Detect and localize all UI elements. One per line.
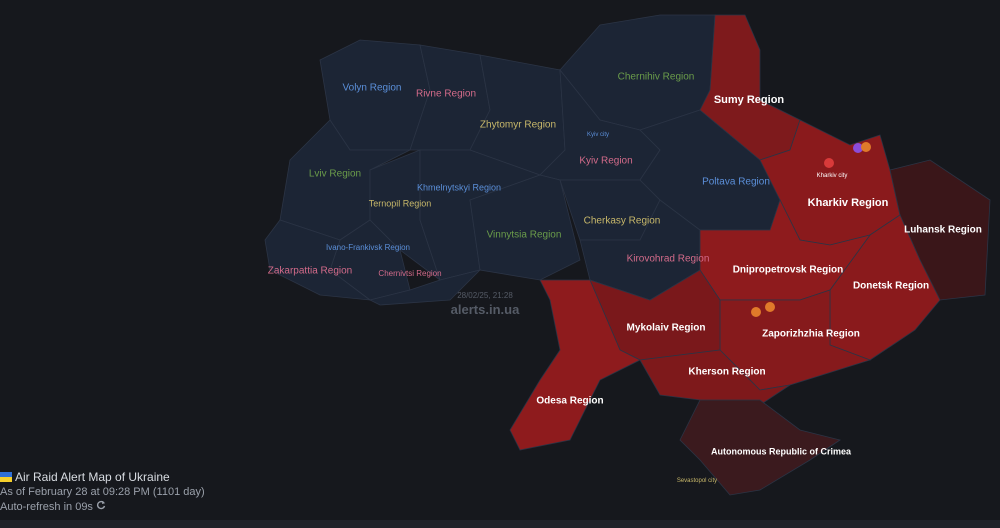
region-label: Chernihiv Region bbox=[618, 72, 695, 83]
as-of: As of February 28 at 09:28 PM (1101 day) bbox=[0, 485, 205, 500]
region-label: Autonomous Republic of Crimea bbox=[711, 446, 852, 456]
refresh[interactable]: Auto-refresh in 09s bbox=[0, 501, 93, 513]
region-label: Volyn Region bbox=[343, 83, 402, 94]
region-label: Zakarpattia Region bbox=[268, 266, 353, 277]
region-label: Odesa Region bbox=[536, 396, 603, 407]
city-label: Kyiv city bbox=[587, 132, 609, 138]
title-row: Air Raid Alert Map of Ukraine bbox=[0, 470, 205, 485]
region bbox=[509, 279, 641, 451]
region-label: Dnipropetrovsk Region bbox=[733, 265, 844, 276]
region-label: Vinnytsia Region bbox=[487, 230, 562, 241]
region bbox=[679, 399, 841, 496]
threat-icon bbox=[824, 158, 834, 168]
region-label: Lviv Region bbox=[309, 169, 361, 180]
region-label: Kherson Region bbox=[688, 367, 765, 378]
bottom-bar bbox=[0, 520, 1000, 528]
watermark: alerts.in.ua bbox=[451, 302, 520, 317]
region bbox=[639, 349, 791, 406]
region-label: Sumy Region bbox=[714, 94, 785, 106]
threat-icon bbox=[751, 307, 761, 317]
region-label: Rivne Region bbox=[416, 89, 476, 100]
region-label: Chernivtsi Region bbox=[378, 269, 441, 278]
region-label: Khmelnytskyi Region bbox=[417, 182, 501, 192]
city-label: Sevastopol city bbox=[677, 478, 717, 484]
title: Air Raid Alert Map of Ukraine bbox=[15, 470, 170, 484]
threat-icon bbox=[853, 143, 863, 153]
city-label: Kharkiv city bbox=[817, 173, 848, 179]
timestamp: 28/02/25, 21:28 bbox=[457, 291, 513, 300]
region-label: Ivano-Frankivsk Region bbox=[326, 243, 410, 252]
region bbox=[264, 219, 372, 301]
region-label: Zaporizhzhia Region bbox=[762, 329, 860, 340]
footer: Air Raid Alert Map of Ukraine As of Febr… bbox=[0, 470, 205, 515]
region-label: Kyiv Region bbox=[579, 156, 632, 167]
region bbox=[368, 269, 482, 306]
region-label: Ternopil Region bbox=[369, 198, 432, 208]
flag bbox=[0, 472, 12, 482]
region-label: Cherkasy Region bbox=[584, 216, 661, 227]
region-label: Zhytomyr Region bbox=[480, 120, 556, 131]
region-label: Mykolaiv Region bbox=[627, 323, 706, 334]
as-of-text: As of February 28 at 09:28 PM bbox=[0, 486, 150, 498]
region-label: Kharkiv Region bbox=[808, 197, 889, 209]
threat-icon bbox=[861, 142, 871, 152]
refresh-row: Auto-refresh in 09s bbox=[0, 500, 205, 515]
region-label: Poltava Region bbox=[702, 177, 770, 188]
refresh-icon[interactable] bbox=[96, 500, 106, 510]
region-label: Luhansk Region bbox=[904, 225, 982, 236]
region-label: Donetsk Region bbox=[853, 281, 929, 292]
threat-icon bbox=[765, 302, 775, 312]
day-count: (1101 day) bbox=[152, 486, 205, 498]
region-label: Kirovohrad Region bbox=[627, 254, 710, 265]
